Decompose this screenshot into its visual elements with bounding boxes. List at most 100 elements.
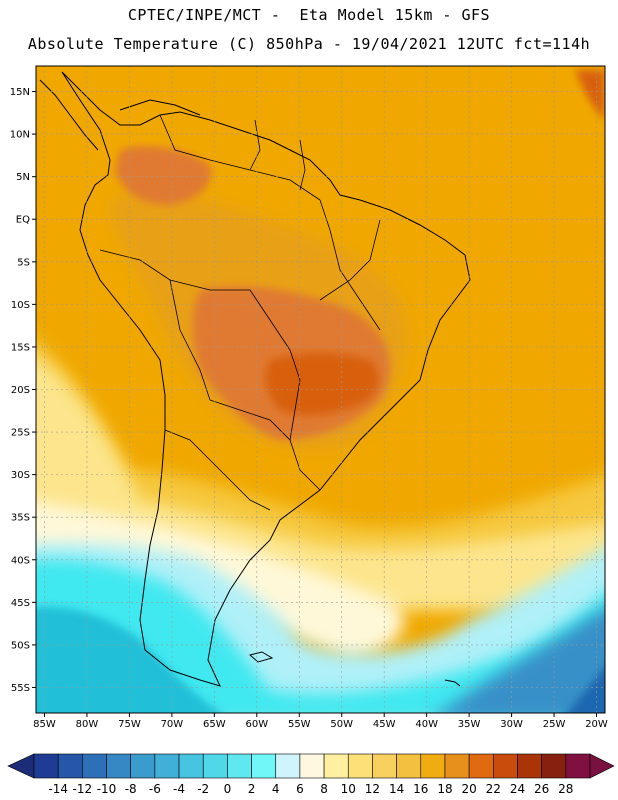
- lat-label: 20S: [11, 385, 30, 396]
- colorbar-swatch: [227, 753, 252, 779]
- lon-label: 55W: [288, 719, 311, 730]
- colorbar-swatch: [202, 753, 228, 779]
- lat-label: 50S: [11, 640, 30, 651]
- colorbar-label: 14: [389, 782, 404, 796]
- colorbar-label: 22: [486, 782, 501, 796]
- colorbar-swatch: [565, 753, 591, 779]
- colorbar-swatch: [323, 753, 349, 779]
- map-subtitle: Absolute Temperature (C) 850hPa - 19/04/…: [27, 35, 591, 53]
- field-hotter-core: [265, 352, 379, 416]
- lon-label: 80W: [76, 719, 99, 730]
- lon-label: 30W: [500, 719, 523, 730]
- lon-label: 70W: [161, 719, 184, 730]
- colorbar-label: 6: [296, 782, 304, 796]
- south-america-coastline: [61, 71, 471, 687]
- colorbar-swatch: [372, 753, 397, 779]
- field-hot-north: [115, 145, 211, 205]
- lat-label: 40S: [11, 555, 30, 566]
- lon-label: 20W: [585, 719, 608, 730]
- colorbar-swatch: [251, 753, 277, 779]
- lat-label: 25S: [11, 428, 30, 439]
- central-america-coast: [39, 79, 99, 151]
- country-borders: [99, 114, 381, 511]
- lon-label: 50W: [330, 719, 353, 730]
- field-coldest-area: [36, 606, 221, 713]
- border-segment: [289, 349, 301, 441]
- lat-label: 15S: [11, 342, 30, 353]
- lat-label: 45S: [11, 598, 30, 609]
- border-segment: [249, 119, 261, 171]
- temperature-field: [36, 66, 605, 713]
- colorbar-swatch: [33, 753, 59, 779]
- lat-label: 35S: [11, 513, 30, 524]
- colorbar-label: 2: [248, 782, 256, 796]
- lat-label: 30S: [11, 470, 30, 481]
- colorbar-label: 12: [365, 782, 380, 796]
- border-segment: [319, 199, 381, 331]
- colorbar-label: -8: [125, 782, 137, 796]
- colorbar-swatch: [420, 753, 446, 779]
- colorbar-swatch: [541, 753, 567, 779]
- lat-label: 15N: [10, 87, 30, 98]
- coastlines: [39, 71, 471, 687]
- colorbar-label: -12: [73, 782, 93, 796]
- lon-label: 40W: [415, 719, 438, 730]
- colorbar-swatch: [154, 753, 180, 779]
- colorbar-label: -6: [149, 782, 161, 796]
- colorbar-swatch: [130, 753, 156, 779]
- lon-label: 25W: [543, 719, 566, 730]
- colorbar-high-arrow: [589, 753, 615, 779]
- field-colder-area: [36, 558, 605, 713]
- lat-label: 5N: [16, 172, 30, 183]
- lon-label: 65W: [203, 719, 226, 730]
- border-segment: [209, 399, 321, 491]
- lon-label: 45W: [373, 719, 396, 730]
- lon-label: 85W: [33, 719, 56, 730]
- colorbar-label: 28: [558, 782, 573, 796]
- colorbar-label: 26: [534, 782, 549, 796]
- lon-label: 75W: [118, 719, 141, 730]
- border-segment: [99, 249, 291, 351]
- caribbean-coast: [119, 99, 201, 116]
- colorbar-label: -14: [48, 782, 68, 796]
- colorbar-swatch: [493, 753, 518, 779]
- lon-label: 35W: [458, 719, 481, 730]
- map-title: CPTEC/INPE/MCT - Eta Model 15km - GFS: [127, 6, 491, 24]
- border-segment: [164, 429, 271, 511]
- colorbar: -14 -12 -10 -8 -6 -4 -2 0 2 4 6 8 10 12 14 16 18 20 22 24 26…: [7, 753, 615, 796]
- colorbar-swatch: [299, 753, 325, 779]
- colorbar-swatch: [57, 753, 83, 779]
- south-georgia: [444, 679, 461, 687]
- longitude-labels: 85W 80W 75W 70W 65W 60W 55W 50W 45W 40W 35W 30W 25W 2…: [33, 713, 608, 730]
- colorbar-label: -10: [97, 782, 117, 796]
- lat-label: 5S: [17, 257, 30, 268]
- colorbar-swatch: [468, 753, 494, 779]
- colorbar-label: 18: [437, 782, 452, 796]
- colorbar-swatch: [106, 753, 131, 779]
- colorbar-label: -2: [197, 782, 209, 796]
- colorbar-swatch: [517, 753, 542, 779]
- lat-label: 10N: [10, 130, 30, 141]
- falklands: [248, 651, 274, 663]
- colorbar-label: 8: [320, 782, 328, 796]
- colorbar-swatch: [275, 753, 301, 779]
- lat-label: 10S: [11, 300, 30, 311]
- colorbar-swatch: [347, 753, 373, 779]
- latitude-labels: 15N 10N 5N EQ 5S 10S 15S 20S 25S 30S 35S 40S 45S 50S 5…: [10, 87, 36, 694]
- colorbar-label: 4: [272, 782, 280, 796]
- colorbar-swatch: [396, 753, 422, 779]
- colorbar-label: 24: [510, 782, 525, 796]
- lon-label: 60W: [245, 719, 268, 730]
- border-segment: [319, 219, 381, 301]
- colorbar-swatch: [178, 753, 204, 779]
- colorbar-swatch: [444, 753, 470, 779]
- colorbar-label: -4: [173, 782, 185, 796]
- colorbar-label: 10: [341, 782, 356, 796]
- field-hot-east: [575, 70, 605, 120]
- lat-label: 55S: [11, 683, 30, 694]
- border-segment: [299, 139, 306, 191]
- field-deep-ocean-2: [566, 666, 605, 713]
- colorbar-label: 16: [413, 782, 428, 796]
- colorbar-label: 20: [461, 782, 476, 796]
